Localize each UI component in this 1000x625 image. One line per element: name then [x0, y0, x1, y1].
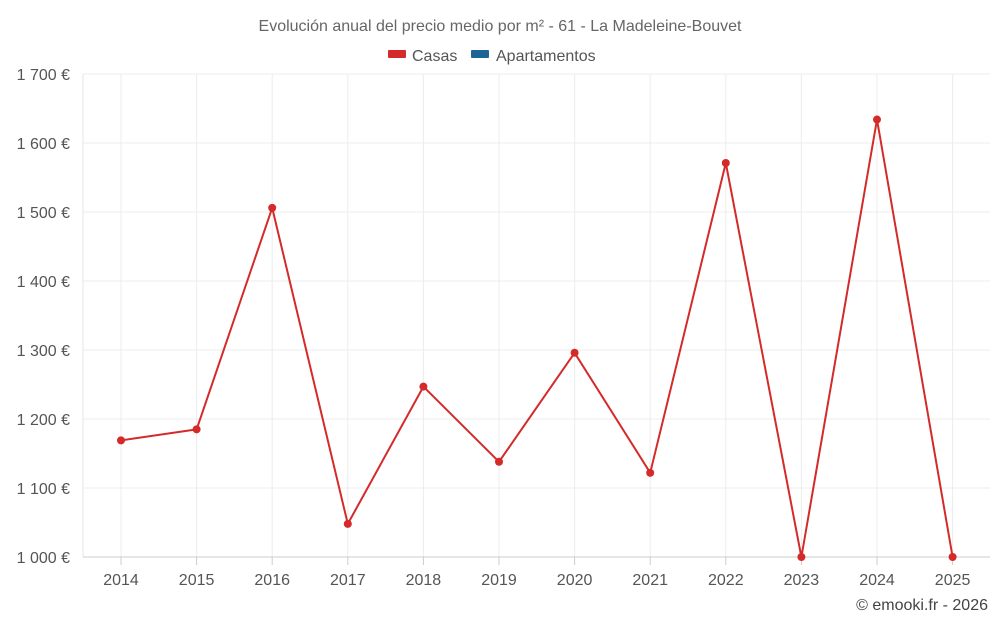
- y-tick-label-1000: 1 000 €: [17, 550, 70, 567]
- vertical-gridlines: [120, 74, 954, 557]
- x-tick-label-2015: 2015: [179, 572, 215, 589]
- point-casas-2016[interactable]: [268, 203, 277, 212]
- point-casas-2015[interactable]: [192, 425, 201, 434]
- y-axis-tick-labels: 1 000 € 1 100 € 1 200 € 1 300 € 1 400 € 1 500…: [17, 67, 70, 567]
- point-casas-2020[interactable]: [570, 348, 579, 357]
- y-tick-label-1400: 1 400 €: [17, 274, 70, 291]
- point-casas-2023[interactable]: [797, 553, 806, 561]
- series-line-casas: [120, 118, 954, 558]
- credit-text: © emooki.fr - 2026: [856, 597, 988, 614]
- y-tick-label-1500: 1 500 €: [17, 205, 70, 222]
- horizontal-gridlines: [83, 73, 990, 489]
- point-casas-2017[interactable]: [343, 519, 352, 528]
- legend-swatch-apartamentos[interactable]: [471, 50, 489, 58]
- point-casas-2022[interactable]: [721, 159, 730, 168]
- x-tick-label-2014: 2014: [103, 572, 139, 589]
- series-lines: [120, 118, 954, 558]
- y-tick-label-1200: 1 200 €: [17, 412, 70, 429]
- point-casas-2019[interactable]: [495, 457, 503, 466]
- x-tick-label-2020: 2020: [557, 572, 593, 589]
- legend-label-casas[interactable]: Casas: [412, 48, 457, 65]
- y-tick-label-1300: 1 300 €: [17, 343, 70, 360]
- chart-title: Evolución anual del precio medio por m² …: [259, 18, 742, 35]
- point-casas-2024[interactable]: [873, 115, 881, 124]
- x-axis-tick-labels: 2014 2015 2016 2017 2018 2019 2020 2021 2022 2023…: [103, 557, 970, 589]
- x-tick-label-2018: 2018: [406, 572, 442, 589]
- series-points: [117, 115, 957, 561]
- point-casas-2021[interactable]: [646, 468, 655, 477]
- x-tick-label-2022: 2022: [708, 572, 744, 589]
- x-tick-label-2016: 2016: [254, 572, 290, 589]
- legend: Casas Apartamentos: [388, 48, 596, 65]
- axes: [82, 74, 990, 558]
- x-tick-label-2019: 2019: [481, 572, 517, 589]
- y-tick-label-1100: 1 100 €: [17, 481, 70, 498]
- legend-swatch-casas[interactable]: [388, 50, 406, 58]
- y-tick-label-1600: 1 600 €: [17, 136, 70, 153]
- legend-label-apartamentos[interactable]: Apartamentos: [496, 48, 596, 65]
- x-tick-label-2023: 2023: [784, 572, 820, 589]
- x-tick-label-2024: 2024: [859, 572, 895, 589]
- x-tick-label-2021: 2021: [632, 572, 668, 589]
- point-casas-2025[interactable]: [948, 553, 957, 561]
- point-casas-2018[interactable]: [419, 382, 428, 391]
- x-tick-label-2025: 2025: [935, 572, 971, 589]
- y-tick-label-1700: 1 700 €: [17, 67, 70, 84]
- point-casas-2014[interactable]: [117, 436, 125, 445]
- x-tick-label-2017: 2017: [330, 572, 366, 589]
